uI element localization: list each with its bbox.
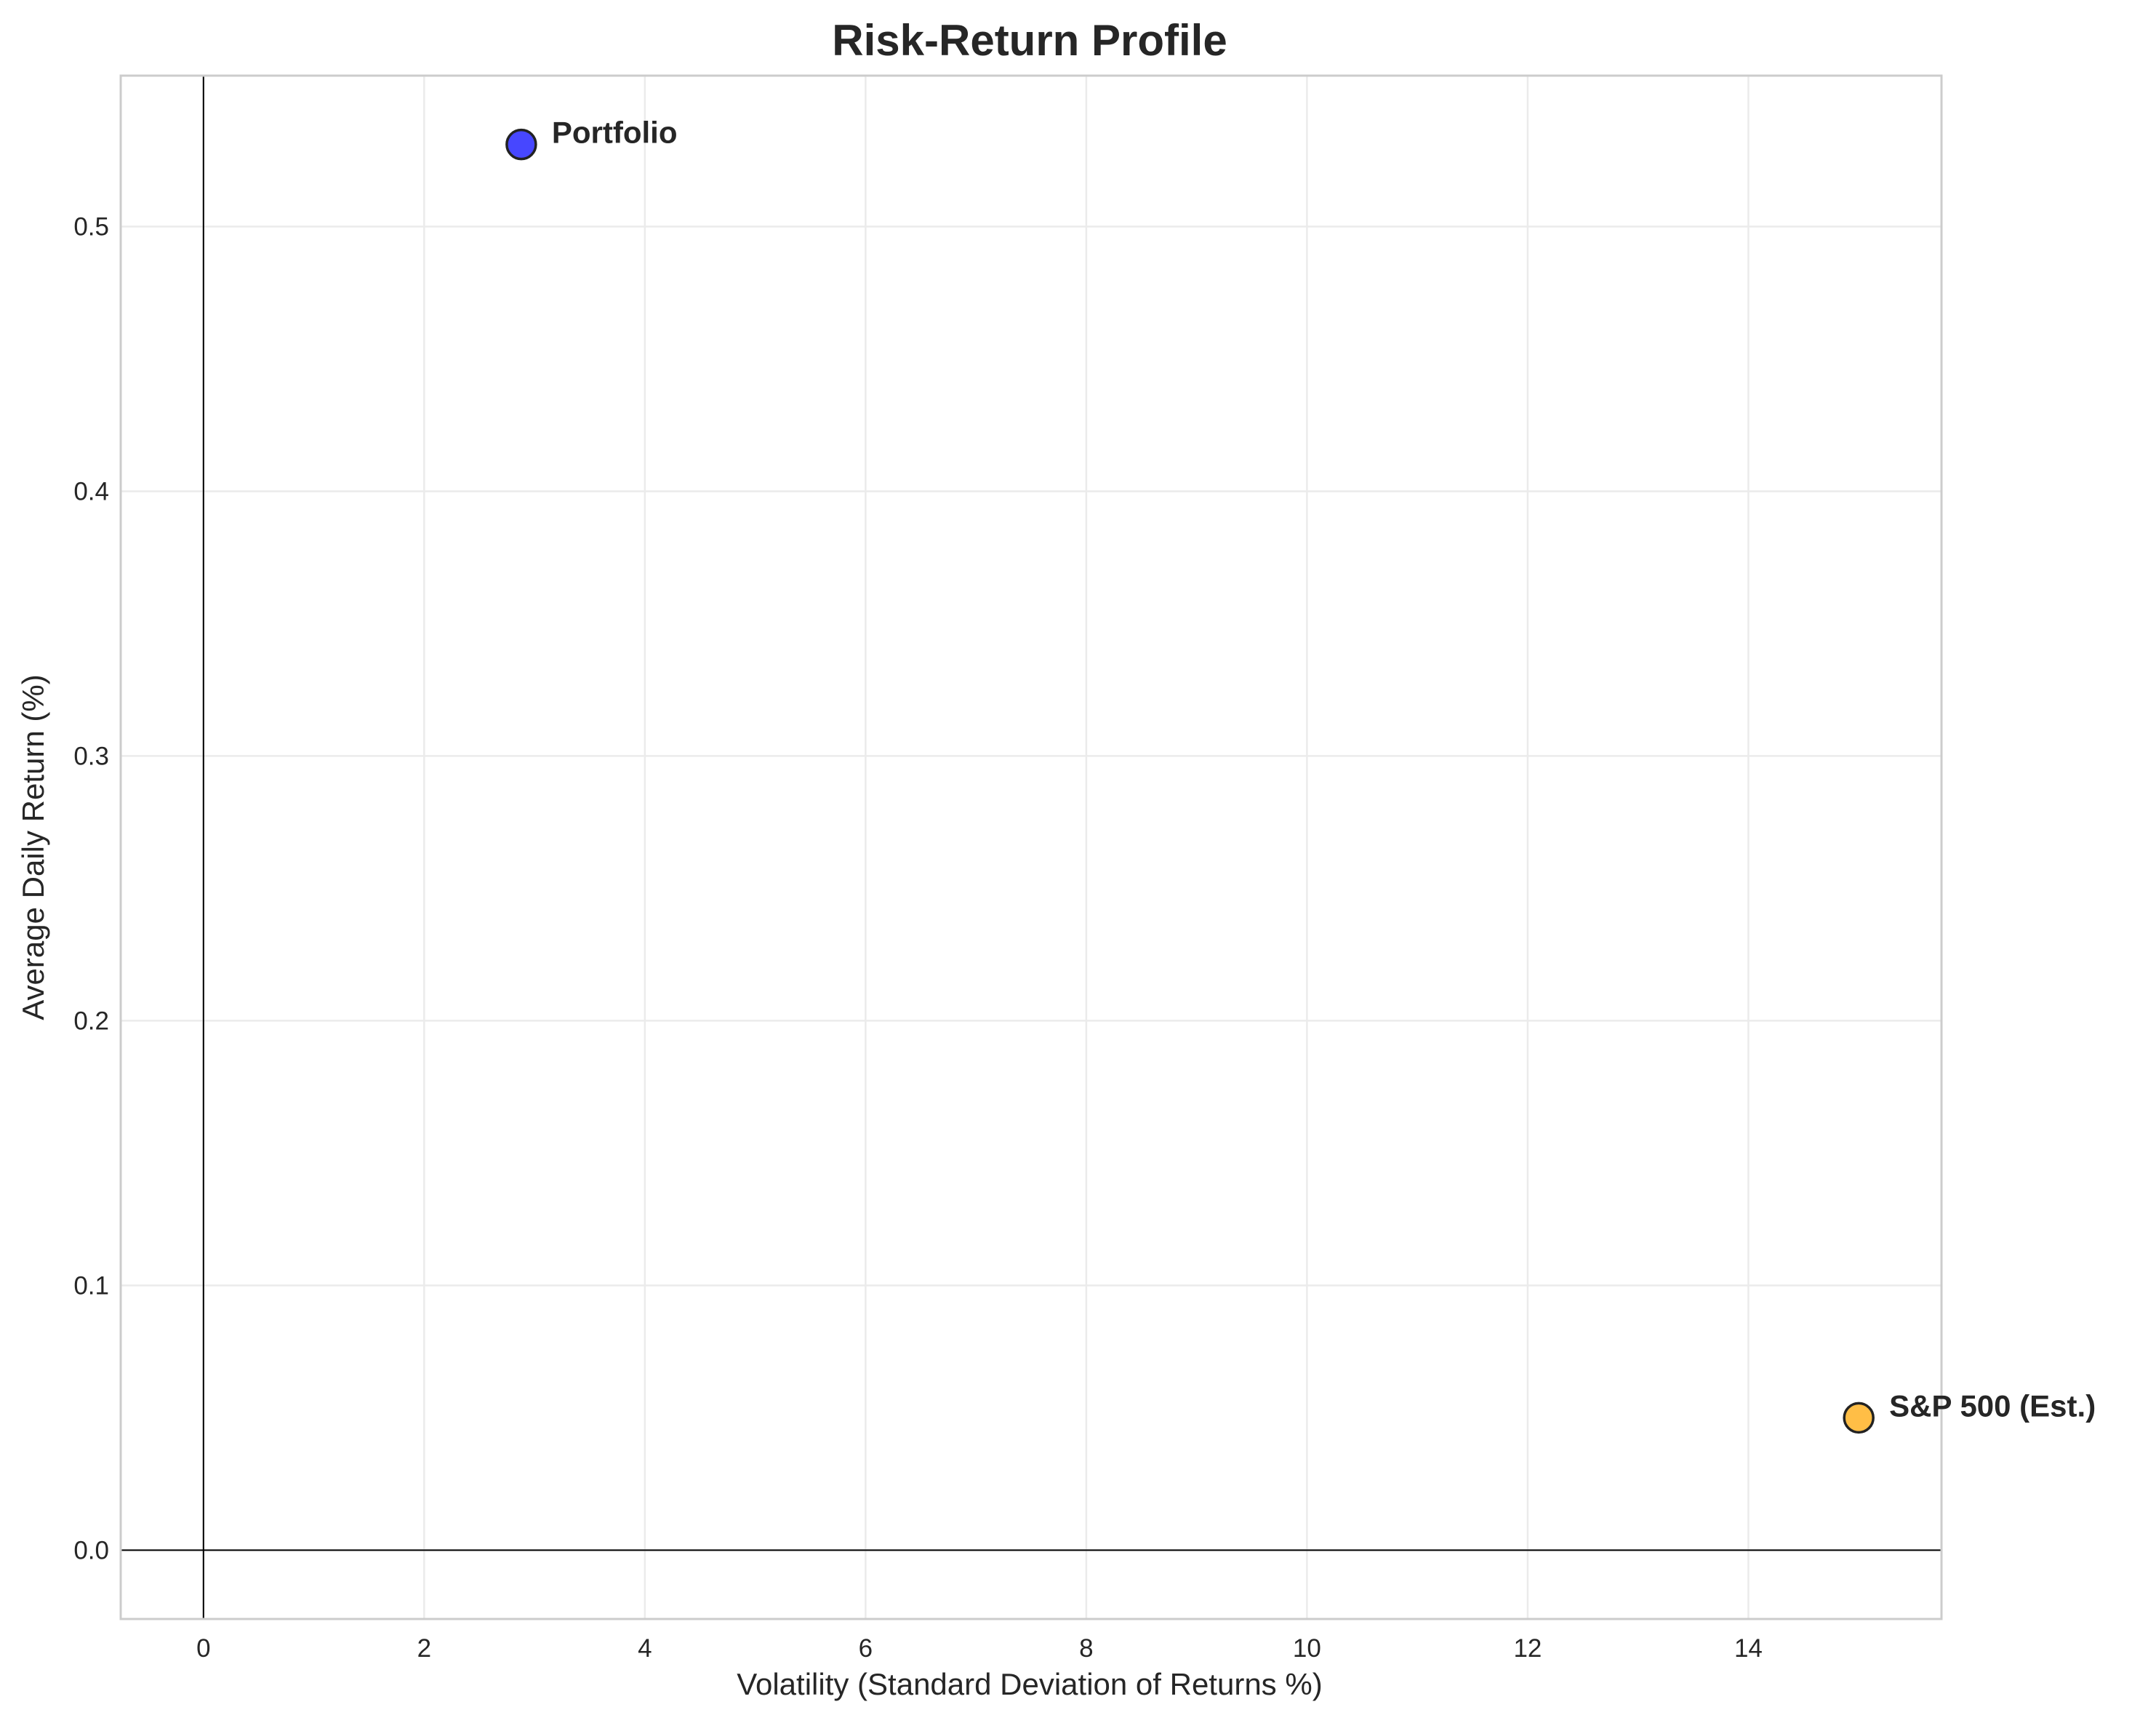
x-tick-label: 4 xyxy=(638,1634,652,1663)
point-portfolio xyxy=(505,128,537,161)
chart-title: Risk-Return Profile xyxy=(832,16,1227,65)
y-tick-label: 0.3 xyxy=(73,742,109,770)
point-label-portfolio: Portfolio xyxy=(552,116,678,150)
y-tick-label: 0.2 xyxy=(73,1007,109,1035)
point-s-p-500-est xyxy=(1843,1402,1875,1434)
x-tick-label: 6 xyxy=(859,1634,873,1663)
y-tick-label: 0.1 xyxy=(73,1271,109,1300)
y-axis-label: Average Daily Return (%) xyxy=(16,674,50,1020)
y-tick-label: 0.5 xyxy=(73,212,109,241)
x-axis-label: Volatility (Standard Deviation of Return… xyxy=(737,1667,1322,1701)
y-tick-labels: 0.0 0.1 0.2 0.3 0.4 0.5 xyxy=(73,212,109,1564)
data-points: Portfolio S&P 500 (Est.) xyxy=(505,116,2096,1434)
x-tick-labels: 0 2 4 6 8 10 12 14 xyxy=(196,1634,1763,1663)
y-tick-label: 0.0 xyxy=(73,1536,109,1564)
x-tick-label: 12 xyxy=(1513,1634,1542,1663)
plot-area-frame xyxy=(119,74,1943,1620)
grid-lines xyxy=(121,76,1941,1619)
x-tick-label: 14 xyxy=(1734,1634,1763,1663)
point-label-s-p-500-est: S&P 500 (Est.) xyxy=(1889,1388,2096,1423)
x-tick-label: 0 xyxy=(196,1634,210,1663)
reference-lines xyxy=(121,76,1941,1619)
y-tick-label: 0.4 xyxy=(73,477,109,505)
x-tick-label: 10 xyxy=(1293,1634,1321,1663)
x-tick-label: 8 xyxy=(1079,1634,1093,1663)
x-tick-label: 2 xyxy=(417,1634,431,1663)
